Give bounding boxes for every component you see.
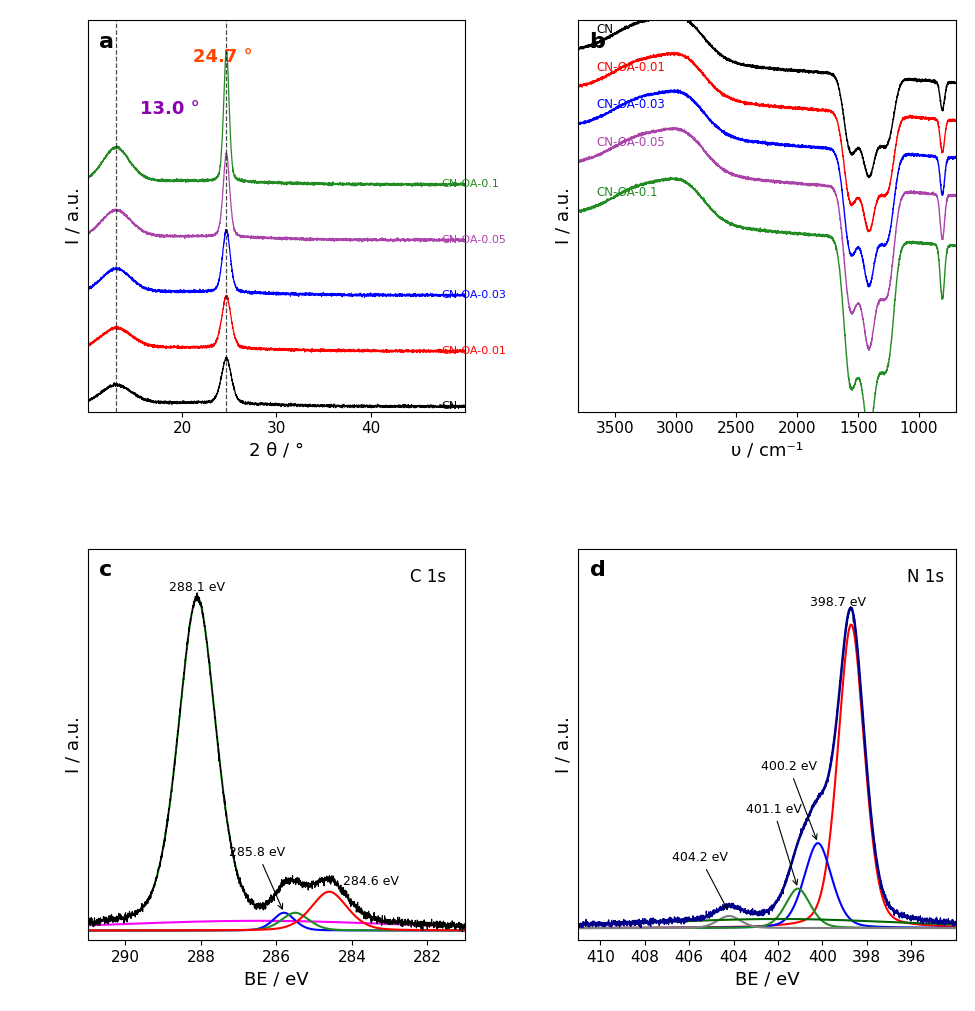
- Y-axis label: I / a.u.: I / a.u.: [555, 187, 572, 245]
- Text: c: c: [99, 560, 112, 580]
- Text: CN-OA-0.01: CN-OA-0.01: [442, 346, 506, 356]
- Text: 288.1 eV: 288.1 eV: [169, 581, 225, 594]
- X-axis label: 2 θ / °: 2 θ / °: [249, 442, 304, 460]
- X-axis label: BE / eV: BE / eV: [244, 971, 309, 989]
- Text: C 1s: C 1s: [410, 568, 447, 586]
- Text: d: d: [590, 560, 605, 580]
- Text: 398.7 eV: 398.7 eV: [810, 596, 866, 610]
- Text: CN-OA-0.05: CN-OA-0.05: [597, 135, 665, 149]
- Text: b: b: [590, 32, 605, 52]
- Text: 401.1 eV: 401.1 eV: [746, 803, 801, 885]
- Text: CN: CN: [597, 23, 613, 36]
- Y-axis label: I / a.u.: I / a.u.: [555, 716, 572, 773]
- Text: a: a: [99, 32, 114, 52]
- Text: N 1s: N 1s: [907, 568, 944, 586]
- Text: CN-OA-0.05: CN-OA-0.05: [442, 235, 506, 245]
- Text: 24.7 °: 24.7 °: [193, 48, 253, 66]
- Y-axis label: I / a.u.: I / a.u.: [64, 187, 82, 245]
- Text: CN: CN: [442, 401, 457, 411]
- Text: 404.2 eV: 404.2 eV: [673, 851, 728, 909]
- Text: CN-OA-0.03: CN-OA-0.03: [442, 290, 506, 300]
- Text: 400.2 eV: 400.2 eV: [761, 760, 817, 839]
- Y-axis label: I / a.u.: I / a.u.: [64, 716, 82, 773]
- Text: 285.8 eV: 285.8 eV: [229, 846, 286, 909]
- Text: CN-OA-0.1: CN-OA-0.1: [597, 186, 658, 199]
- Text: CN-OA-0.1: CN-OA-0.1: [442, 179, 499, 189]
- X-axis label: BE / eV: BE / eV: [734, 971, 799, 989]
- Text: 284.6 eV: 284.6 eV: [343, 876, 399, 889]
- Text: 13.0 °: 13.0 °: [139, 100, 199, 117]
- Text: CN-OA-0.01: CN-OA-0.01: [597, 61, 665, 74]
- X-axis label: υ / cm⁻¹: υ / cm⁻¹: [731, 442, 803, 460]
- Text: CN-OA-0.03: CN-OA-0.03: [597, 98, 665, 111]
